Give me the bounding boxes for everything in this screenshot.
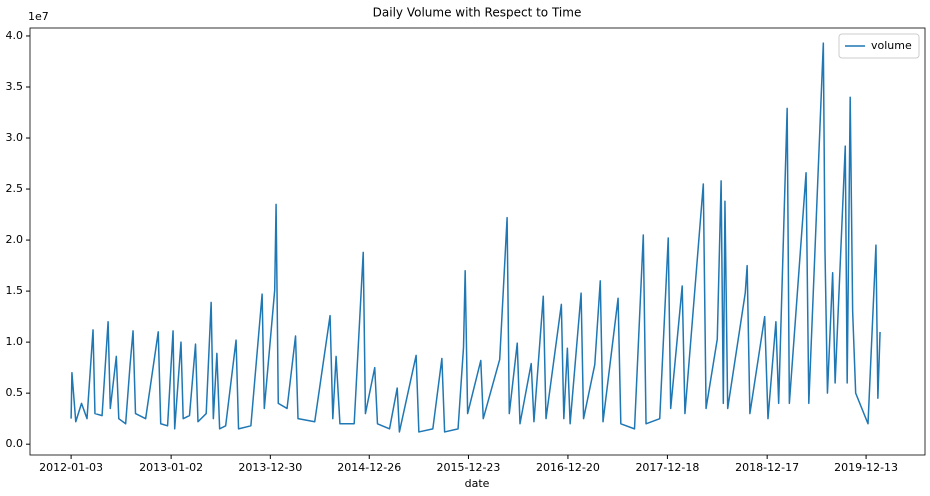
x-tick-label: 2013-01-02: [139, 461, 203, 474]
x-tick-label: 2012-01-03: [39, 461, 103, 474]
y-tick-label: 0.5: [6, 386, 24, 399]
y-tick-label: 2.5: [6, 182, 24, 195]
x-tick-label: 2013-12-30: [238, 461, 302, 474]
y-offset-label: 1e7: [28, 10, 49, 23]
y-tick-label: 3.0: [6, 131, 24, 144]
x-tick-label: 2017-12-18: [635, 461, 699, 474]
y-tick-label: 4.0: [6, 29, 24, 42]
x-tick-label: 2018-12-17: [735, 461, 799, 474]
x-tick-label: 2015-12-23: [436, 461, 500, 474]
legend-box: [838, 33, 920, 59]
y-tick-label: 3.5: [6, 80, 24, 93]
plot-frame: [29, 27, 926, 456]
y-tick-label: 1.5: [6, 284, 24, 297]
x-axis-label: date: [465, 477, 490, 490]
x-tick-label: 2014-12-26: [337, 461, 401, 474]
y-tick-label: 2.0: [6, 233, 24, 246]
data-line: [70, 42, 881, 433]
x-tick-label: 2019-12-13: [834, 461, 898, 474]
y-tick-label: 1.0: [6, 335, 24, 348]
legend-label: volume: [871, 39, 912, 52]
chart-title: Daily Volume with Respect to Time: [373, 6, 582, 20]
y-tick-label: 0.0: [6, 437, 24, 450]
x-tick-label: 2016-12-20: [536, 461, 600, 474]
